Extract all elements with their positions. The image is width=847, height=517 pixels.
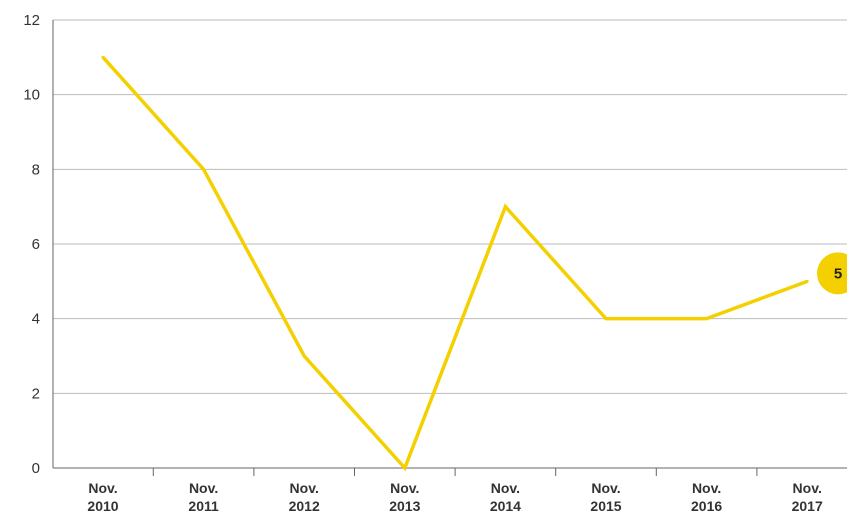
data-labels: 5 xyxy=(817,252,847,295)
x-tick-label-line: 2017 xyxy=(792,498,823,514)
y-axis-tick-labels: 0 2 4 6 8 10 12 xyxy=(23,12,40,477)
x-tick-label-line: Nov. xyxy=(189,480,218,496)
x-tick-label: Nov. 2016 xyxy=(691,480,722,514)
x-tick-label-line: Nov. xyxy=(591,480,620,496)
x-tick-label-line: Nov. xyxy=(692,480,721,496)
end-value-bubble xyxy=(817,252,847,295)
y-tick-label: 0 xyxy=(32,460,40,477)
x-tick-label-line: Nov. xyxy=(290,480,319,496)
y-tick-label: 10 xyxy=(23,87,40,104)
x-tick-label: Nov. 2012 xyxy=(289,480,320,514)
x-tick-label-line: Nov. xyxy=(793,480,822,496)
y-tick-label: 4 xyxy=(32,311,40,328)
x-tick-label-line: Nov. xyxy=(390,480,419,496)
end-value-label: 5 xyxy=(834,265,842,282)
x-tick-label-line: Nov. xyxy=(88,480,117,496)
axes xyxy=(52,20,847,476)
data-point xyxy=(403,466,407,470)
x-tick-label: Nov. 2015 xyxy=(590,480,621,514)
data-point xyxy=(302,354,306,358)
data-point xyxy=(503,205,507,209)
gridlines xyxy=(53,19,847,394)
y-tick-label: 2 xyxy=(32,385,40,402)
data-point xyxy=(805,279,809,283)
y-tick-label: 6 xyxy=(32,236,40,253)
data-point xyxy=(202,167,206,171)
x-tick-label: Nov. 2010 xyxy=(87,480,118,514)
x-tick-label: Nov. 2013 xyxy=(389,480,420,514)
x-tick-label: Nov. 2014 xyxy=(490,480,521,514)
x-tick-label-line: 2011 xyxy=(188,498,219,514)
data-point xyxy=(101,55,105,59)
x-tick-label-line: 2010 xyxy=(87,498,118,514)
x-axis-tick-labels: Nov. 2010 Nov. 2011 Nov. 2012 Nov. 2013 Nov. 2014… xyxy=(87,480,823,514)
data-point xyxy=(705,317,709,321)
series-line xyxy=(101,56,808,472)
x-tick-label-line: 2015 xyxy=(590,498,621,514)
y-tick-label: 12 xyxy=(23,12,40,29)
x-tick-label: Nov. 2017 xyxy=(792,480,823,514)
x-tick-label-line: 2014 xyxy=(490,498,521,514)
series-layer xyxy=(101,55,809,472)
x-tick-label-line: 2016 xyxy=(691,498,722,514)
x-tick-label-line: 2012 xyxy=(289,498,320,514)
data-point xyxy=(604,317,608,321)
y-tick-label: 8 xyxy=(32,161,40,178)
x-tick-label-line: 2013 xyxy=(389,498,420,514)
x-tick-label-line: Nov. xyxy=(491,480,520,496)
x-tick-label: Nov. 2011 xyxy=(188,480,219,514)
